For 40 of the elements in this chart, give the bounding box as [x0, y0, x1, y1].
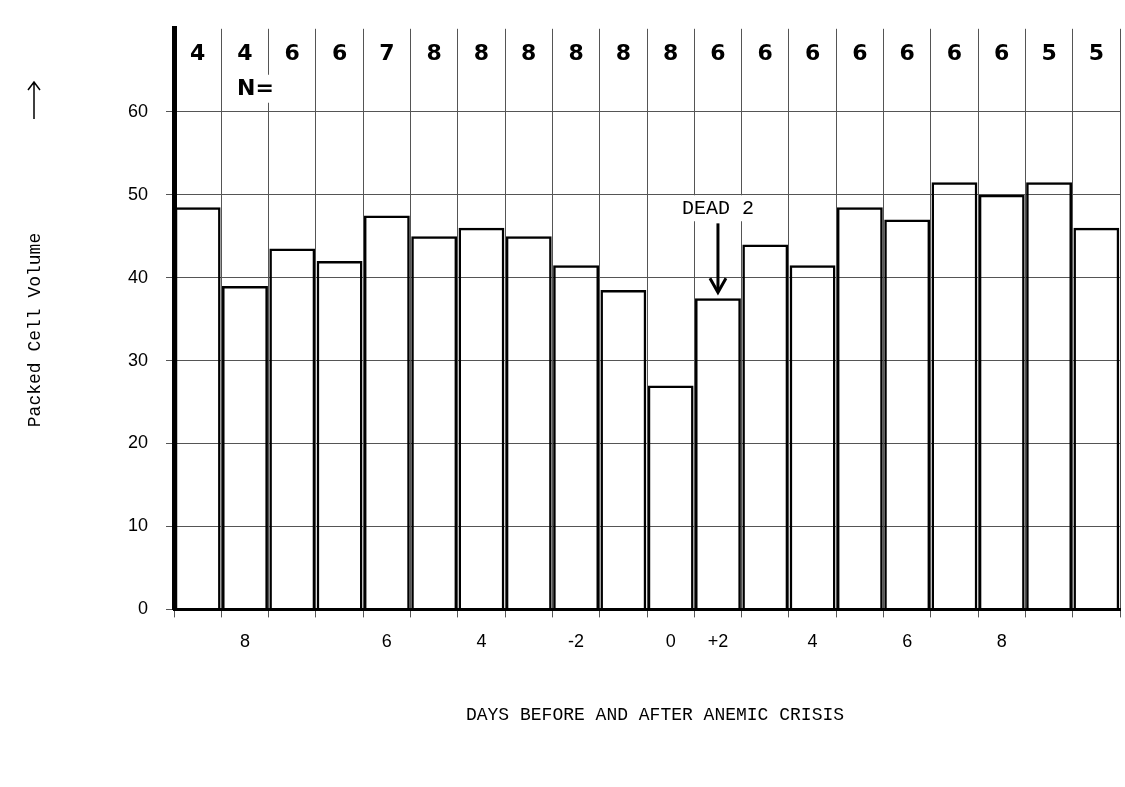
annotation: 8 — [615, 39, 632, 65]
x-tick-label: 6 — [381, 631, 392, 652]
y-axis-title: Packed Cell Volume — [25, 232, 45, 428]
annotation: 8 — [568, 39, 584, 65]
annotation: 6 — [899, 39, 915, 65]
x-tick-label: 8 — [239, 631, 250, 652]
annotation: DEAD 2 — [681, 196, 754, 220]
y-tick-label: 20 — [127, 432, 149, 453]
x-tick-label: 6 — [902, 631, 913, 652]
annotation: 6 — [804, 39, 821, 65]
x-tick-label: +2 — [707, 631, 729, 652]
annotation: 6 — [331, 39, 348, 65]
annotation: 6 — [710, 39, 726, 65]
annotation: 6 — [946, 39, 963, 65]
annotation: 6 — [284, 39, 300, 65]
annotation: 5 — [1041, 39, 1057, 65]
annotation: 8 — [473, 39, 490, 65]
x-tick-label: -2 — [568, 631, 585, 652]
y-tick-label: 60 — [127, 100, 149, 121]
x-tick-label: 8 — [996, 631, 1007, 652]
x-axis-title: DAYS BEFORE AND AFTER ANEMIC CRISIS — [464, 705, 846, 725]
annotation: 6 — [757, 39, 773, 65]
annotation: 7 — [379, 39, 395, 65]
annotation: 4 — [237, 39, 253, 65]
annotation: 4 — [190, 39, 206, 65]
x-tick-label: 4 — [476, 631, 487, 652]
x-tick-label: 0 — [665, 631, 676, 652]
y-tick-label: 40 — [127, 266, 149, 287]
annotation: 8 — [426, 39, 442, 65]
y-tick-label: 50 — [127, 183, 149, 204]
y-tick-label: 0 — [138, 598, 149, 619]
annotation: 8 — [521, 39, 537, 65]
annotation: 6 — [852, 39, 868, 65]
annotation: N= — [236, 74, 274, 100]
x-tick-label: 4 — [807, 631, 818, 652]
y-tick-label: 10 — [127, 515, 149, 536]
annotation: 6 — [994, 39, 1010, 65]
annotation: 5 — [1088, 39, 1105, 65]
annotation: 8 — [663, 39, 679, 65]
y-tick-label: 30 — [127, 349, 149, 370]
